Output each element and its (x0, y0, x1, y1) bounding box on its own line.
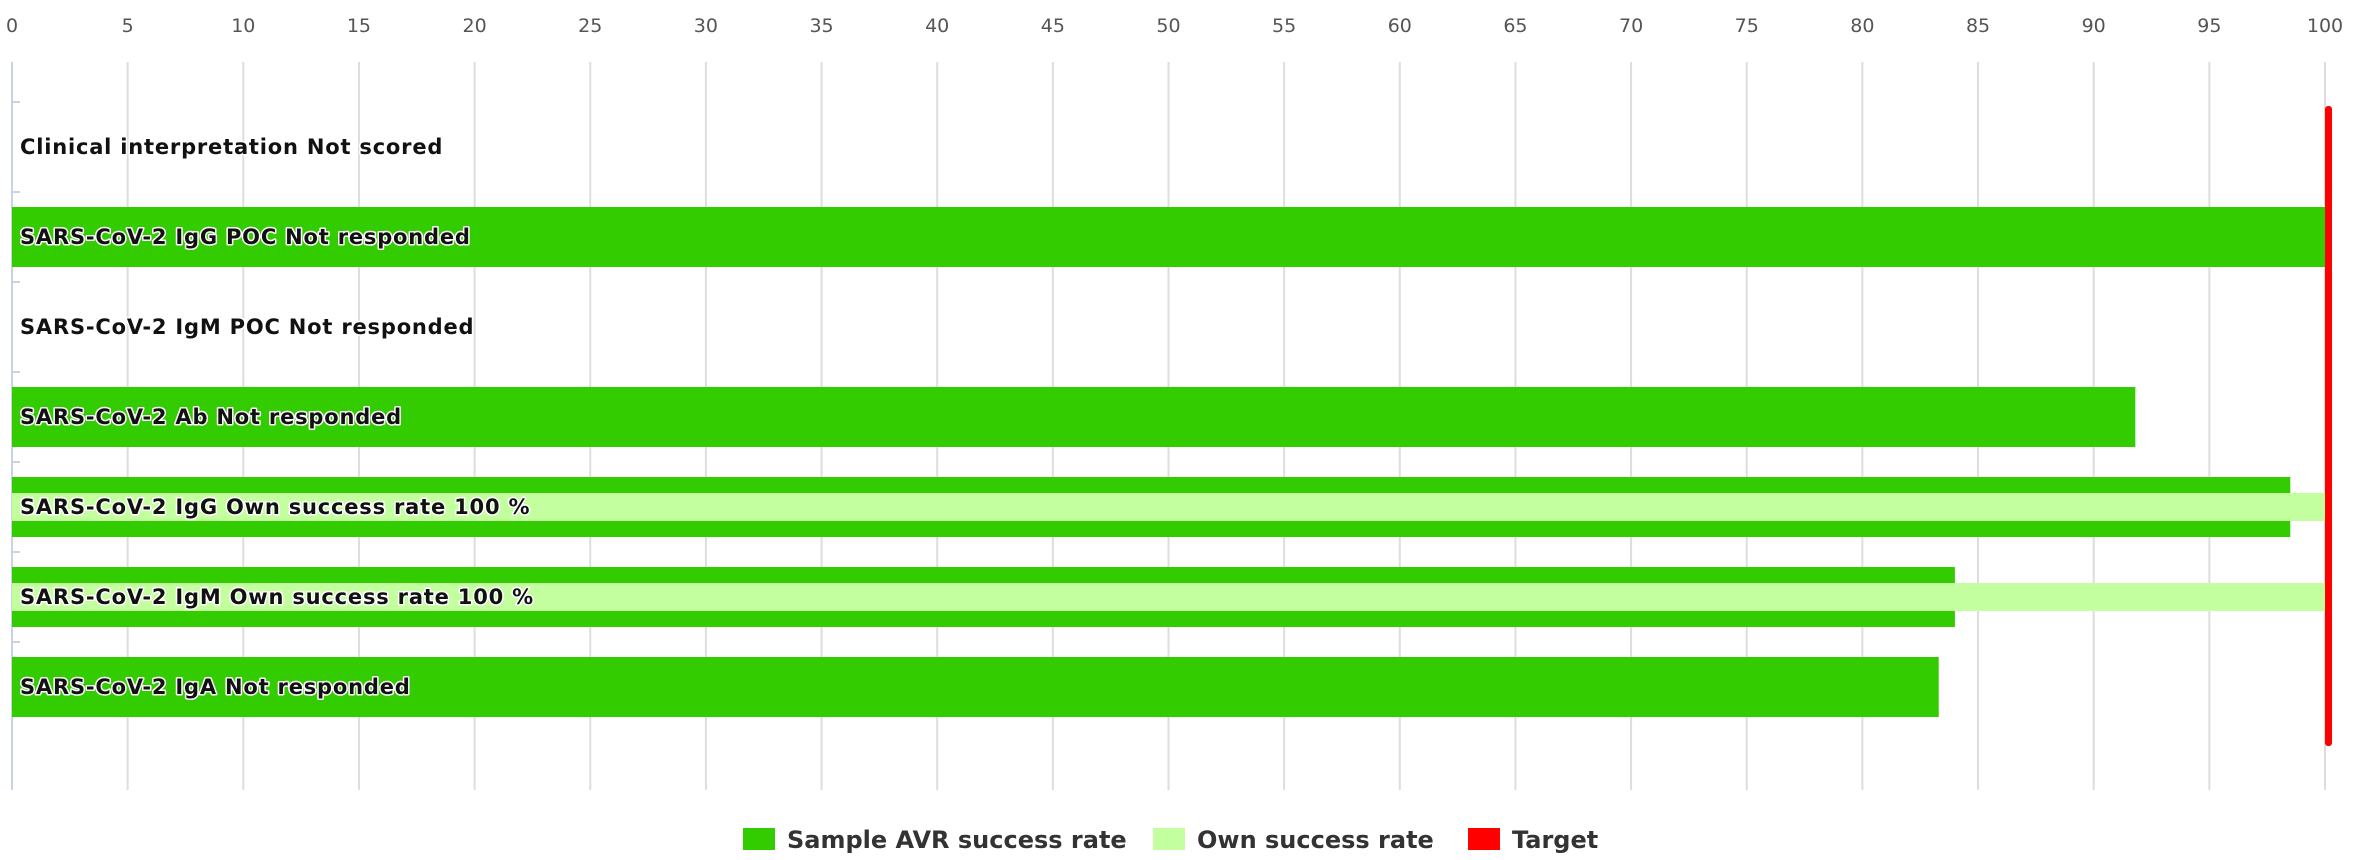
category-label: SARS-CoV-2 IgA Not responded (20, 675, 411, 699)
legend-label: Sample AVR success rate (787, 826, 1127, 854)
x-tick-label: 80 (1850, 15, 1874, 37)
bar-sample-avr (12, 387, 2136, 447)
bars (12, 207, 2325, 717)
legend-swatch (1468, 828, 1500, 850)
x-axis-ticks: 0 5 10 15 20 25 30 35 40 45 50 55 60 65 70 75 80 85 90 95 10… (6, 15, 2343, 37)
legend: Sample AVR success rate Own success rate T… (743, 826, 1598, 854)
x-tick-label: 100 (2307, 15, 2343, 37)
x-tick-label: 90 (2082, 15, 2106, 37)
target-line (2325, 106, 2332, 746)
x-tick-label: 5 (122, 15, 134, 37)
x-tick-label: 85 (1966, 15, 1990, 37)
x-tick-label: 25 (578, 15, 602, 37)
bar-own-success (12, 493, 2325, 521)
category-label: SARS-CoV-2 IgG POC Not responded (20, 225, 471, 249)
x-tick-label: 30 (694, 15, 718, 37)
x-tick-label: 45 (1041, 15, 1065, 37)
bar-own-success (12, 583, 2325, 611)
x-tick-label: 65 (1503, 15, 1527, 37)
bar-sample-avr (12, 657, 1939, 717)
x-tick-label: 40 (925, 15, 949, 37)
legend-swatch (1153, 828, 1185, 850)
x-tick-label: 95 (2197, 15, 2221, 37)
x-tick-label: 20 (463, 15, 487, 37)
x-tick-label: 55 (1272, 15, 1296, 37)
x-tick-label: 70 (1619, 15, 1643, 37)
x-tick-label: 10 (231, 15, 255, 37)
legend-label: Own success rate (1197, 826, 1434, 854)
x-tick-label: 60 (1388, 15, 1412, 37)
category-label: SARS-CoV-2 IgG Own success rate 100 % (20, 495, 530, 519)
x-tick-label: 75 (1735, 15, 1759, 37)
legend-swatch (743, 828, 775, 850)
x-tick-label: 0 (6, 15, 18, 37)
category-label: Clinical interpretation Not scored (20, 135, 443, 159)
category-label: SARS-CoV-2 IgM POC Not responded (20, 315, 474, 339)
bar-sample-avr (12, 207, 2325, 267)
legend-label: Target (1512, 826, 1598, 854)
row-labels: Clinical interpretation Not scored SARS-C… (19, 134, 535, 701)
target-marker (2325, 106, 2332, 746)
x-tick-label: 35 (809, 15, 833, 37)
category-label: SARS-CoV-2 IgM Own success rate 100 % (20, 585, 534, 609)
category-label: SARS-CoV-2 Ab Not responded (20, 405, 402, 429)
x-tick-label: 50 (1156, 15, 1180, 37)
x-tick-label: 15 (347, 15, 371, 37)
